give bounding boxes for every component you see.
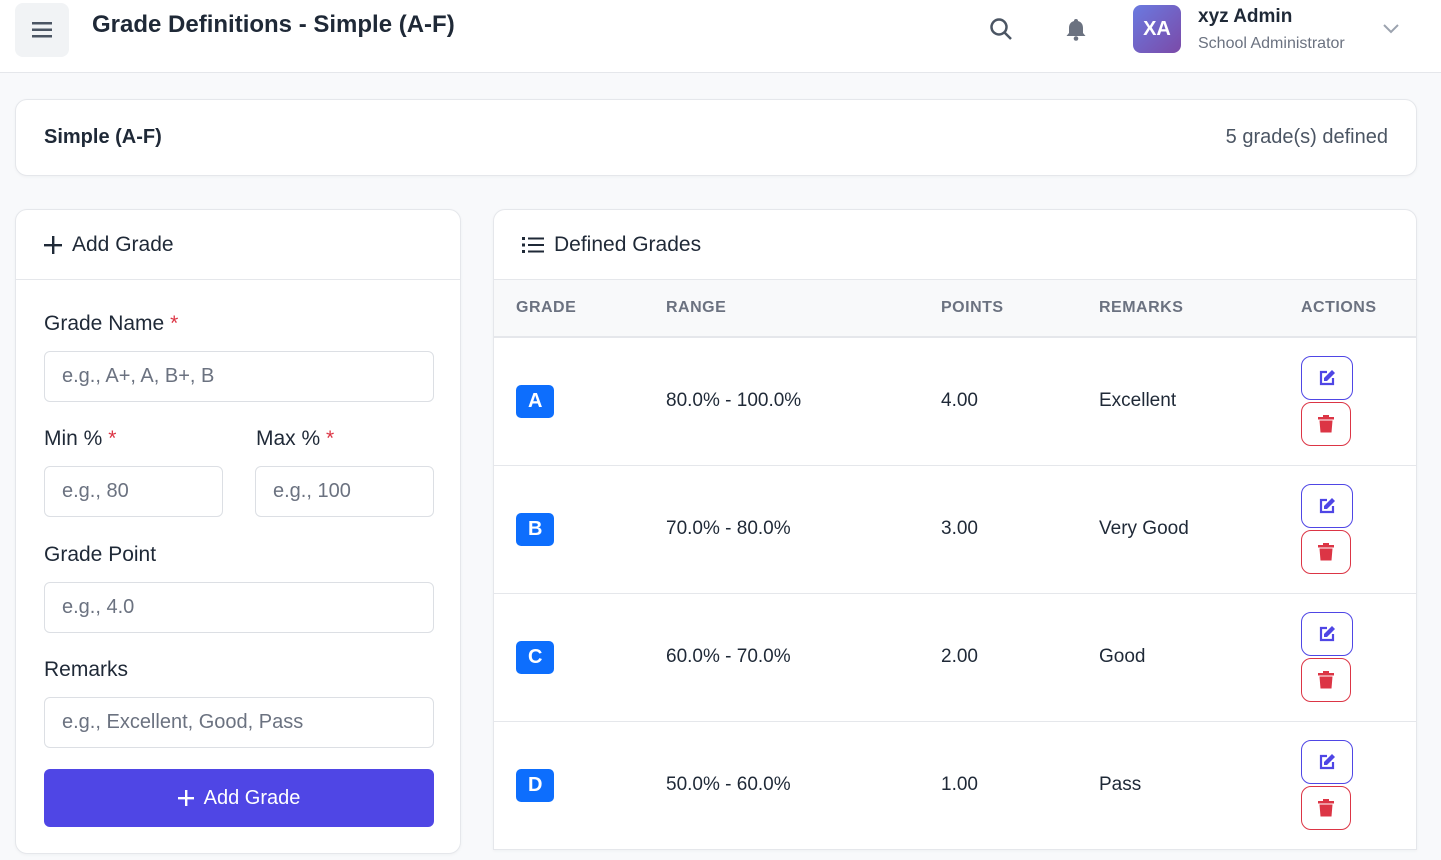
delete-grade-button[interactable] [1301,658,1351,702]
defined-grades-title: Defined Grades [554,232,702,256]
search-icon [990,18,1012,40]
min-percent-label: Min % * [44,427,117,450]
add-grade-title: Add Grade [72,232,174,256]
grade-remarks: Very Good [1099,465,1301,594]
grade-badge: D [516,768,555,802]
search-button[interactable] [986,14,1016,44]
grade-point-input[interactable] [44,582,434,633]
edit-grade-button[interactable] [1301,612,1353,656]
remarks-input[interactable] [44,697,434,748]
grade-name-label: Grade Name * [44,312,179,335]
edit-grade-button[interactable] [1301,356,1353,401]
table-row: C 60.0% - 70.0% 2.00 Good [494,593,1416,722]
grade-points: 4.00 [941,337,1099,466]
col-grade: GRADE [494,280,666,338]
grade-range: 80.0% - 100.0% [666,337,941,466]
menu-toggle-button[interactable] [15,3,69,57]
table-row: A 80.0% - 100.0% 4.00 Excellent [494,337,1416,466]
grade-remarks: Excellent [1099,337,1301,466]
grade-point-label: Grade Point [44,543,157,566]
grade-points: 2.00 [941,593,1099,722]
grade-points: 1.00 [941,721,1099,850]
user-name: xyz Admin [1198,6,1293,27]
edit-icon [1319,498,1335,514]
notifications-button[interactable] [1061,14,1091,44]
col-points: POINTS [941,280,1099,338]
grade-range: 60.0% - 70.0% [666,593,941,722]
edit-icon [1319,754,1335,770]
col-range: RANGE [666,280,941,338]
col-actions: ACTIONS [1301,280,1416,338]
user-role: School Administrator [1198,35,1345,52]
defined-grades-card: Defined Grades GRADE RANGE POINTS REMARK… [493,209,1417,850]
hamburger-icon [32,22,52,38]
grade-remarks: Good [1099,593,1301,722]
trash-icon [1318,543,1334,561]
list-icon [522,236,544,253]
grade-range: 70.0% - 80.0% [666,465,941,594]
max-percent-label: Max % * [256,427,335,450]
remarks-label: Remarks [44,658,129,681]
trash-icon [1318,415,1334,433]
trash-icon [1318,799,1334,817]
delete-grade-button[interactable] [1301,402,1351,447]
avatar[interactable]: XA [1133,5,1181,53]
user-menu-chevron[interactable] [1382,22,1400,40]
top-bar: Grade Definitions - Simple (A-F) XA xyz … [0,0,1441,73]
page-title: Grade Definitions - Simple (A-F) [92,11,455,38]
edit-grade-button[interactable] [1301,484,1353,528]
add-grade-card: Add Grade Grade Name * Min % * Max % * G… [15,209,461,854]
scheme-name: Simple (A-F) [44,126,162,148]
edit-icon [1319,626,1335,642]
grade-remarks: Pass [1099,721,1301,850]
grades-table: GRADE RANGE POINTS REMARKS ACTIONS A 80.… [494,280,1416,850]
edit-grade-button[interactable] [1301,740,1353,784]
bell-icon [1066,19,1086,41]
grade-points: 3.00 [941,465,1099,594]
grade-badge: B [516,512,555,546]
trash-icon [1318,671,1334,689]
max-percent-input[interactable] [255,466,434,517]
grade-range: 50.0% - 60.0% [666,721,941,850]
table-row: B 70.0% - 80.0% 3.00 Very Good [494,465,1416,594]
grade-count: 5 grade(s) defined [1225,126,1388,148]
add-grade-button[interactable]: Add Grade [44,769,434,827]
min-percent-input[interactable] [44,466,223,517]
col-remarks: REMARKS [1099,280,1301,338]
plus-icon [44,235,62,254]
grade-badge: A [516,384,555,418]
grade-badge: C [516,640,555,674]
delete-grade-button[interactable] [1301,530,1351,574]
chevron-down-icon [1383,24,1399,34]
edit-icon [1319,370,1335,386]
plus-icon [177,790,194,806]
scheme-summary-card: Simple (A-F) 5 grade(s) defined [15,99,1417,176]
table-row: D 50.0% - 60.0% 1.00 Pass [494,721,1416,850]
delete-grade-button[interactable] [1301,786,1351,830]
grade-name-input[interactable] [44,351,434,402]
